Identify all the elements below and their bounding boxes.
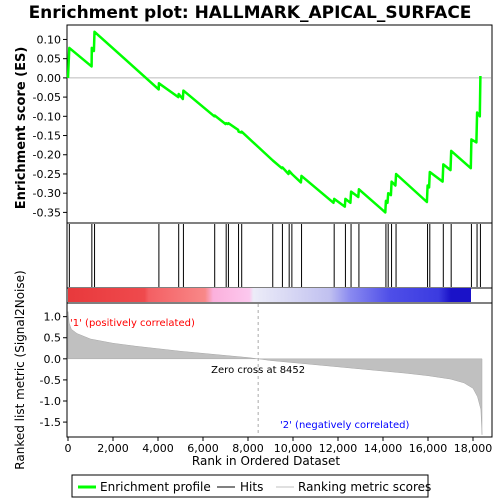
- negative-correlation-label: '2' (negatively correlated): [280, 420, 409, 431]
- hit-marks: [68, 224, 481, 287]
- chart-title: Enrichment plot: HALLMARK_APICAL_SURFACE: [29, 3, 472, 23]
- x-tick-label: 18,000: [454, 442, 493, 455]
- metric-y-tick-label: -1.0: [40, 395, 61, 408]
- legend-metric-label: Ranking metric scores: [298, 480, 431, 494]
- x-tick-label: 4,000: [142, 442, 174, 455]
- es-y-tick-label: 0.00: [37, 72, 62, 85]
- positive-correlation-label: '1' (positively correlated): [70, 318, 195, 329]
- zero-cross-label: Zero cross at 8452: [211, 365, 305, 376]
- x-tick-label: 2,000: [97, 442, 129, 455]
- x-tick-label: 16,000: [409, 442, 448, 455]
- es-y-axis-label: Enrichment score (ES): [14, 47, 29, 210]
- enrichment-profile-line: [66, 30, 482, 214]
- legend-hits-label: Hits: [240, 480, 263, 494]
- metric-y-tick-label: -0.5: [40, 374, 61, 387]
- es-y-tick-label: -0.30: [33, 187, 61, 200]
- legend: Enrichment profile Hits Ranking metric s…: [71, 474, 431, 498]
- x-tick-label: 6,000: [187, 442, 219, 455]
- es-y-tick-label: -0.05: [33, 91, 61, 104]
- ranking-metric-area: [67, 311, 483, 435]
- es-y-tick-label: 0.05: [37, 53, 62, 66]
- x-tick-label: 8,000: [232, 442, 264, 455]
- metric-panel-frame: [66, 302, 493, 438]
- x-tick-label: 10,000: [274, 442, 313, 455]
- metric-y-axis-label: Ranked list metric (Signal2Noise): [13, 270, 27, 469]
- x-tick-label: 12,000: [319, 442, 358, 455]
- ranking-metric-fill: [67, 311, 483, 435]
- es-y-tick-label: -0.10: [33, 110, 61, 123]
- metric-y-axis: 1.0 0.5 0.0 -0.5 -1.0 -1.5: [40, 311, 67, 429]
- legend-frame: [71, 474, 429, 498]
- x-tick-label: 0: [65, 442, 72, 455]
- x-axis-label: Rank in Ordered Dataset: [192, 454, 340, 468]
- metric-y-tick-label: 1.0: [44, 311, 62, 324]
- es-y-axis: 0.10 0.05 0.00 -0.05 -0.10 -0.15 -0.20 -0.25 -0.…: [33, 33, 67, 219]
- x-tick-label: 14,000: [364, 442, 403, 455]
- es-y-tick-label: -0.35: [33, 206, 61, 219]
- es-y-tick-label: -0.25: [33, 168, 61, 181]
- es-y-tick-label: 0.10: [37, 33, 62, 46]
- es-y-tick-label: -0.15: [33, 130, 61, 143]
- rank-colorbar: [68, 288, 471, 302]
- metric-y-tick-label: -1.5: [40, 416, 61, 429]
- x-axis: 0 2,000 4,000 6,000 8,000 10,000 12,000 14,000 1…: [65, 437, 493, 455]
- metric-y-tick-label: 0.5: [44, 332, 62, 345]
- enrichment-profile: [66, 30, 482, 214]
- hits-panel-frame: [66, 222, 493, 289]
- es-y-tick-label: -0.20: [33, 149, 61, 162]
- metric-y-tick-label: 0.0: [44, 353, 62, 366]
- legend-enrichment-label: Enrichment profile: [100, 480, 211, 494]
